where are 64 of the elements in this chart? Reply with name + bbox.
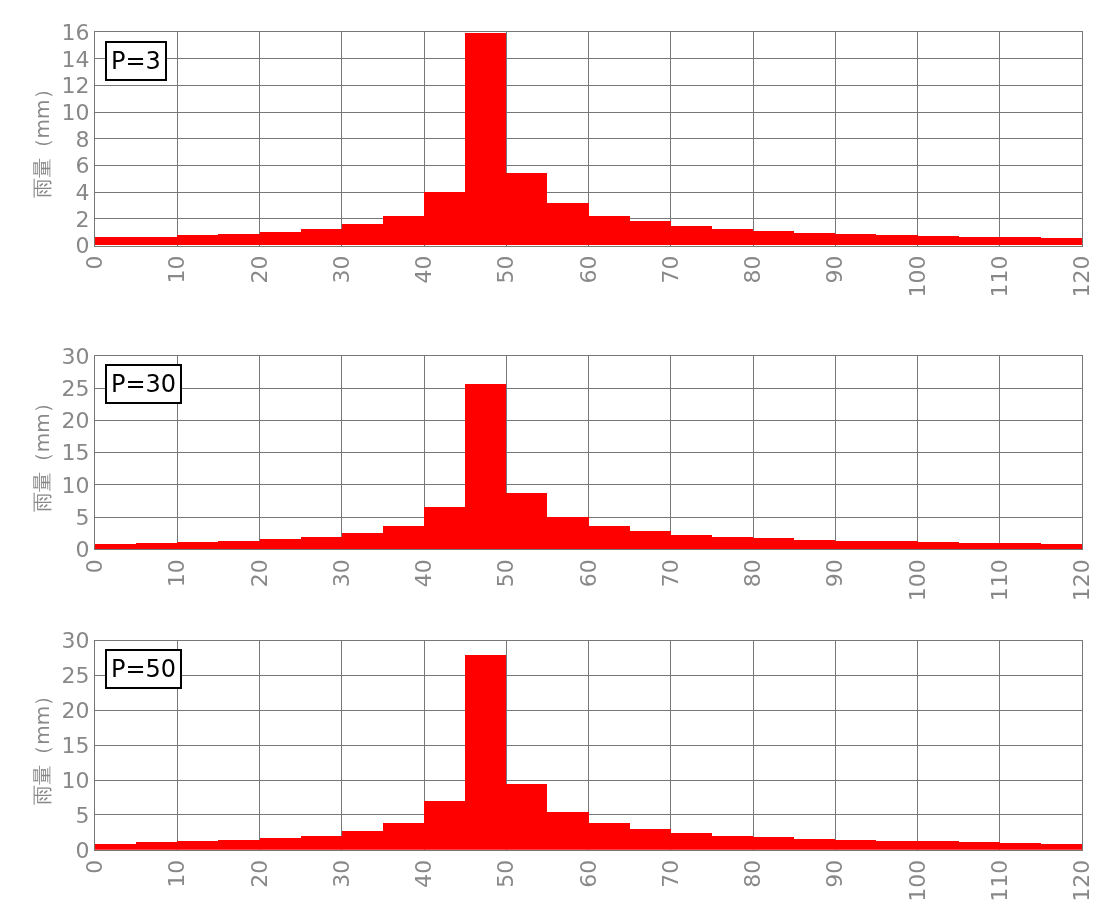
y-tick-label: 12 [61,73,90,99]
x-tick-label: 60 [575,255,601,284]
y-tick-label: 4 [75,179,90,205]
x-tick-label: 40 [411,255,437,284]
x-tick-label: 30 [328,859,354,888]
y-axis-title: 雨量（mm） [30,685,55,805]
y-tick-label: 6 [75,153,90,179]
y-axis-title: 雨量（mm） [30,393,55,513]
x-tick-label: 20 [246,255,272,284]
x-tick-label: 100 [904,859,930,902]
x-tick-label: 10 [164,559,190,588]
x-tick-label: 20 [246,559,272,588]
annotation: P=3 [111,47,161,75]
x-tick-label: 10 [164,859,190,888]
x-tick-label: 120 [1069,859,1095,902]
x-tick-label: 70 [657,559,683,588]
x-tick-label: 50 [493,559,519,588]
annotation: P=50 [111,655,177,683]
y-tick-label: 15 [61,732,90,758]
x-tick-label: 80 [740,859,766,888]
y-tick-label: 5 [75,802,90,828]
x-tick-label: 120 [1069,255,1095,298]
x-tick-label: 90 [822,255,848,284]
x-tick-label: 80 [740,559,766,588]
y-tick-label: 0 [75,837,90,863]
x-tick-label: 50 [493,255,519,284]
y-tick-label: 10 [61,767,90,793]
x-tick-label: 100 [904,255,930,298]
x-tick-label: 50 [493,859,519,888]
y-tick-label: 25 [61,663,90,689]
y-tick-label: 10 [61,472,90,498]
x-tick-label: 110 [986,255,1012,298]
x-tick-label: 30 [328,559,354,588]
x-tick-label: 30 [328,255,354,284]
y-axis-title: 雨量（mm） [30,79,55,199]
y-tick-label: 0 [75,233,90,259]
x-tick-label: 110 [986,559,1012,602]
x-tick-label: 40 [411,859,437,888]
x-tick-label: 20 [246,859,272,888]
x-tick-label: 120 [1069,559,1095,602]
y-tick-label: 5 [75,504,90,530]
y-tick-label: 10 [61,99,90,125]
y-tick-label: 14 [61,46,90,72]
y-tick-label: 30 [61,343,90,369]
x-tick-label: 60 [575,559,601,588]
x-tick-label: 90 [822,859,848,888]
x-tick-label: 10 [164,255,190,284]
y-tick-label: 15 [61,440,90,466]
y-tick-label: 8 [75,126,90,152]
x-tick-label: 100 [904,559,930,602]
x-tick-label: 110 [986,859,1012,902]
x-tick-label: 70 [657,255,683,284]
x-tick-label: 70 [657,859,683,888]
y-tick-label: 20 [61,408,90,434]
y-tick-label: 16 [61,20,90,45]
x-tick-label: 40 [411,559,437,588]
x-tick-label: 90 [822,559,848,588]
y-tick-label: 25 [61,375,90,401]
y-tick-label: 2 [75,206,90,232]
y-tick-label: 20 [61,698,90,724]
annotation: P=30 [111,370,177,398]
x-tick-label: 60 [575,859,601,888]
x-tick-label: 80 [740,255,766,284]
y-tick-label: 30 [61,628,90,654]
